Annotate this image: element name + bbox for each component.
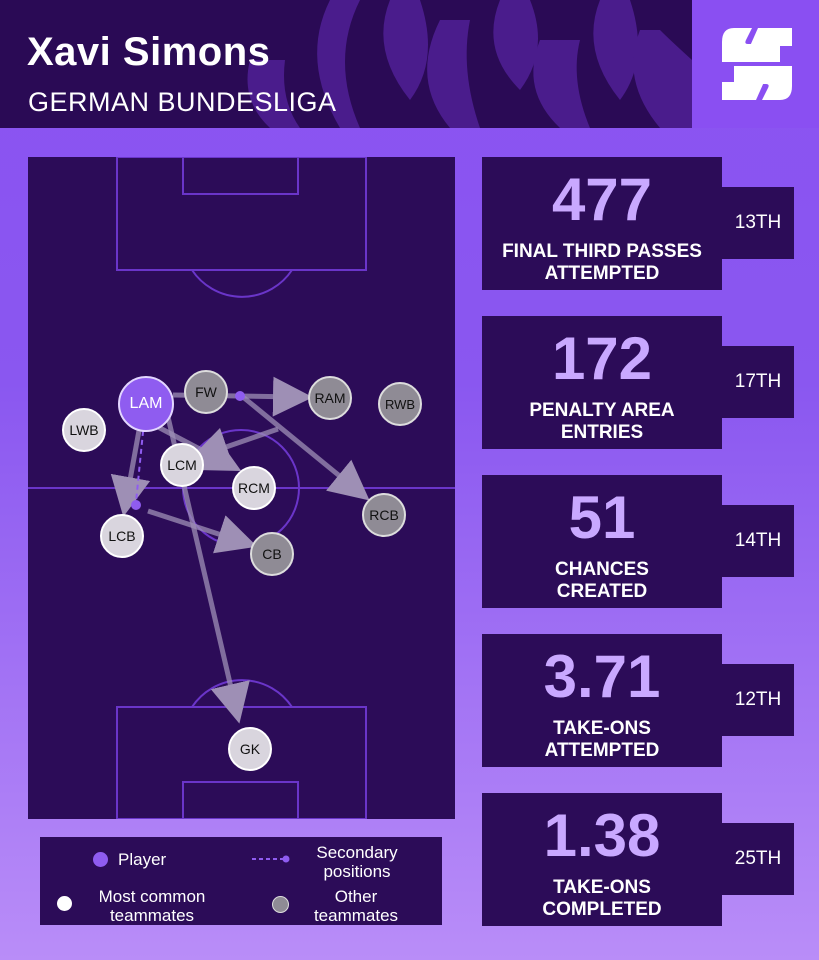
stat-value: 172 xyxy=(551,325,653,392)
node-rcb: RCB xyxy=(362,493,406,537)
stat-label-line1: TAKE-ONS xyxy=(553,877,651,898)
stat-panel: 3.71 TAKE-ONS ATTEMPTED xyxy=(482,634,722,767)
node-fw: FW xyxy=(184,370,228,414)
stat-label-line1: PENALTY AREA xyxy=(529,400,675,421)
node-lcm: LCM xyxy=(160,443,204,487)
legend-secondary: Secondary positions xyxy=(302,843,412,881)
node-label: CB xyxy=(262,546,282,562)
node-gk: GK xyxy=(228,727,272,771)
legend-player-label: Player xyxy=(118,850,167,869)
legend-other-line2: teammates xyxy=(313,906,399,925)
node-lam: LAM xyxy=(118,376,174,432)
stat-value: 51 xyxy=(568,484,636,551)
stat-panel: 477 FINAL THIRD PASSES ATTEMPTED xyxy=(482,157,722,290)
node-lwb: LWB xyxy=(62,408,106,452)
stat-panel: 1.38 TAKE-ONS COMPLETED xyxy=(482,793,722,926)
league-name: GERMAN BUNDESLIGA xyxy=(28,87,337,117)
dashed-line-icon xyxy=(252,855,290,863)
node-rcm: RCM xyxy=(232,466,276,510)
stat-label-line2: ATTEMPTED xyxy=(544,263,660,284)
stat-label-line2: ENTRIES xyxy=(560,422,644,443)
stat-rank: 25TH xyxy=(722,823,794,895)
common-dot-icon xyxy=(57,896,72,911)
stat-value: 1.38 xyxy=(543,802,661,869)
other-dot-icon xyxy=(272,896,289,913)
player-name: Xavi Simons xyxy=(27,30,271,74)
stat-rank: 14TH xyxy=(722,505,794,577)
pitch-map: LAM FW RAM RWB LWB LCM RCM RCB LCB CB GK xyxy=(28,157,455,819)
stat-label-line2: COMPLETED xyxy=(542,899,662,920)
legend-other-line1: Other xyxy=(334,887,378,906)
stat-label-line1: FINAL THIRD PASSES xyxy=(502,241,702,262)
node-label: LWB xyxy=(69,422,99,438)
legend-player: Player xyxy=(118,850,166,869)
legend-secondary-line2: positions xyxy=(323,862,391,881)
stat-value: 3.71 xyxy=(543,643,661,710)
node-label: LCM xyxy=(167,457,197,473)
node-label: RCM xyxy=(238,480,270,496)
node-ram: RAM xyxy=(308,376,352,420)
stat-label: TAKE-ONS COMPLETED xyxy=(482,877,722,921)
legend-common: Most common teammates xyxy=(82,887,222,925)
legend-common-line2: teammates xyxy=(109,906,195,925)
stat-label-line1: CHANCES xyxy=(555,559,649,580)
header-pattern xyxy=(247,0,692,128)
stat-label-line2: CREATED xyxy=(556,581,648,602)
legend: Player Secondary positions Most common t… xyxy=(40,837,442,925)
stat-panel: 172 PENALTY AREA ENTRIES xyxy=(482,316,722,449)
legend-common-line1: Most common xyxy=(98,887,206,906)
node-label: LAM xyxy=(129,395,163,412)
node-label: FW xyxy=(195,384,217,400)
stat-label-line1: TAKE-ONS xyxy=(553,718,651,739)
player-dot-icon xyxy=(93,852,108,867)
legend-other: Other teammates xyxy=(296,887,416,925)
stat-label: TAKE-ONS ATTEMPTED xyxy=(482,718,722,762)
stat-value: 477 xyxy=(551,166,653,233)
stat-panel: 51 CHANCES CREATED xyxy=(482,475,722,608)
legend-secondary-line1: Secondary xyxy=(316,843,398,862)
node-label: RCB xyxy=(369,507,399,523)
stat-rank: 12TH xyxy=(722,664,794,736)
logo-box xyxy=(692,0,819,128)
header-banner: Xavi Simons GERMAN BUNDESLIGA xyxy=(0,0,692,128)
stat-label: CHANCES CREATED xyxy=(482,559,722,603)
node-label: GK xyxy=(239,741,261,757)
node-lcb: LCB xyxy=(100,514,144,558)
stat-rank: 17TH xyxy=(722,346,794,418)
stat-rank: 13TH xyxy=(722,187,794,259)
node-rwb: RWB xyxy=(378,382,422,426)
stylized-s-logo-icon xyxy=(722,28,792,100)
stat-label-line2: ATTEMPTED xyxy=(544,740,660,761)
node-label: RWB xyxy=(384,396,416,412)
stat-label: PENALTY AREA ENTRIES xyxy=(482,400,722,444)
stat-label: FINAL THIRD PASSES ATTEMPTED xyxy=(482,241,722,285)
node-cb: CB xyxy=(250,532,294,576)
node-label: RAM xyxy=(314,390,346,406)
node-label: LCB xyxy=(108,528,136,544)
